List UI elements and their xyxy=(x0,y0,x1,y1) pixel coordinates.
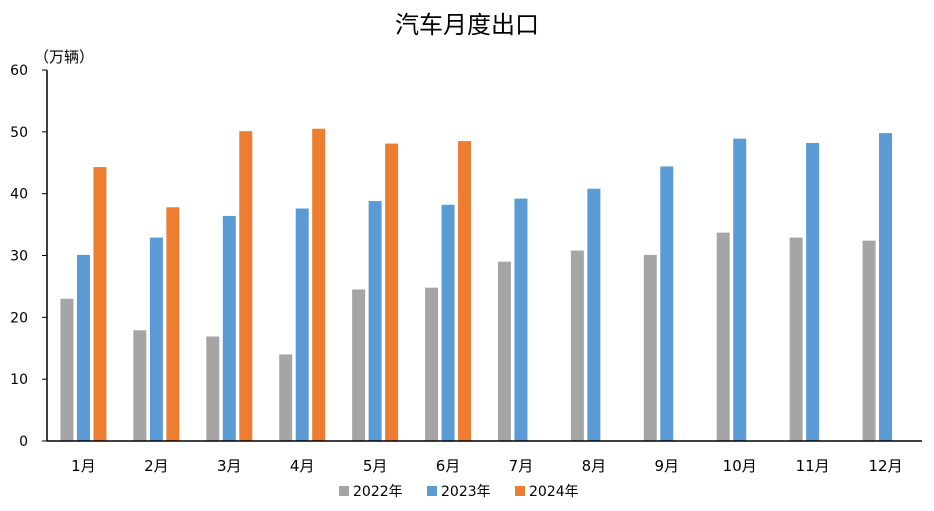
bar-2024年-3月 xyxy=(239,131,253,441)
bar-2023年-12月 xyxy=(879,133,893,441)
chart-title: 汽车月度出口 xyxy=(395,11,539,39)
x-tick-label: 11月 xyxy=(796,457,830,475)
x-ticks-layer: 1月 2月 3月 4月 5月 6月 7月 8月 9月 10月 11月 12月 xyxy=(71,457,902,475)
bar-2023年-1月 xyxy=(76,254,90,441)
legend-swatch xyxy=(339,486,349,496)
y-tick-label: 50 xyxy=(10,125,28,141)
x-tick-label: 4月 xyxy=(290,457,315,475)
legend: 2022年 2023年 2024年 xyxy=(339,484,579,500)
x-tick-label: 2月 xyxy=(144,457,169,475)
legend-label: 2024年 xyxy=(529,484,579,500)
bar-2023年-3月 xyxy=(222,215,236,441)
bars-layer xyxy=(60,128,893,442)
x-tick-label: 7月 xyxy=(509,457,534,475)
legend-swatch xyxy=(515,486,525,496)
bar-2023年-7月 xyxy=(514,198,528,441)
bar-2022年-10月 xyxy=(716,232,730,441)
bar-2022年-2月 xyxy=(133,330,147,441)
bar-2023年-9月 xyxy=(660,166,674,441)
y-tick-label: 10 xyxy=(10,372,28,388)
y-ticks-layer: 0 10 20 30 40 50 60 xyxy=(10,63,47,450)
legend-label: 2023年 xyxy=(441,484,491,500)
bar-2024年-4月 xyxy=(312,128,326,441)
legend-swatch xyxy=(427,486,437,496)
bar-2022年-9月 xyxy=(643,254,657,441)
x-tick-label: 10月 xyxy=(723,457,757,475)
bar-2022年-7月 xyxy=(497,261,511,441)
bar-2022年-1月 xyxy=(60,298,74,441)
bar-2023年-11月 xyxy=(806,142,820,442)
x-tick-label: 12月 xyxy=(868,457,902,475)
bar-2023年-8月 xyxy=(587,188,601,441)
y-tick-label: 30 xyxy=(10,249,28,265)
y-tick-label: 40 xyxy=(10,187,28,203)
y-tick-label: 0 xyxy=(19,434,28,450)
bar-2022年-3月 xyxy=(206,336,220,441)
x-tick-label: 5月 xyxy=(363,457,388,475)
bar-2022年-8月 xyxy=(570,250,584,441)
x-tick-label: 8月 xyxy=(582,457,607,475)
bar-2022年-11月 xyxy=(789,237,803,441)
y-tick-label: 60 xyxy=(10,63,28,79)
bar-2024年-5月 xyxy=(385,143,399,441)
bar-2024年-1月 xyxy=(93,167,107,441)
legend-label: 2022年 xyxy=(353,484,403,500)
bar-2022年-12月 xyxy=(862,240,876,441)
bar-2023年-6月 xyxy=(441,204,455,441)
bar-2024年-2月 xyxy=(166,207,180,441)
y-axis-label: （万辆） xyxy=(34,48,94,66)
bar-2023年-10月 xyxy=(733,138,747,441)
y-tick-label: 20 xyxy=(10,310,28,326)
bar-2022年-6月 xyxy=(425,287,439,441)
bar-2023年-4月 xyxy=(295,208,309,441)
x-tick-label: 6月 xyxy=(436,457,461,475)
bar-2022年-4月 xyxy=(279,354,293,441)
x-tick-label: 1月 xyxy=(71,457,96,475)
bar-2023年-2月 xyxy=(149,237,163,441)
x-tick-label: 3月 xyxy=(217,457,242,475)
bar-2023年-5月 xyxy=(368,201,382,441)
bar-2024年-6月 xyxy=(458,141,472,441)
bar-2022年-5月 xyxy=(352,289,366,441)
x-tick-label: 9月 xyxy=(655,457,680,475)
